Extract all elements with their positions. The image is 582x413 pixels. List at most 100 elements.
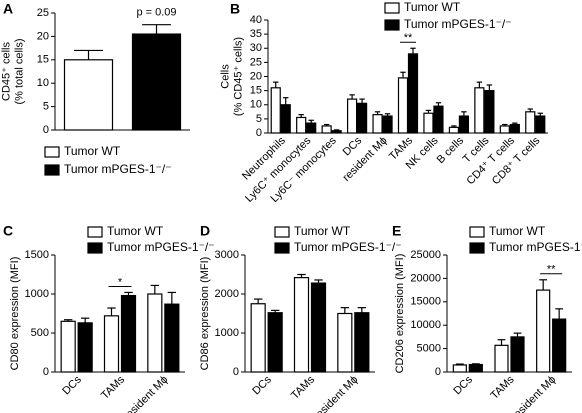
panel-letter: B: [230, 1, 240, 17]
y-axis-label: (% total cells): [13, 38, 25, 104]
bar: [433, 105, 444, 134]
y-tick-label: 40: [250, 14, 262, 26]
bar: [354, 312, 370, 373]
legend-label: Tumor mPGES-1⁻/⁻: [404, 17, 512, 31]
bar: [509, 123, 520, 134]
legend-swatch: [469, 242, 485, 254]
bar: [120, 294, 137, 373]
bar: [310, 282, 327, 373]
y-axis-label: CD45⁺ cells: [0, 42, 12, 101]
bar: [270, 87, 281, 134]
bar: [147, 293, 163, 373]
legend-label: Tumor mPGES-1⁻/⁻: [294, 240, 402, 254]
panel-letter: D: [200, 223, 210, 239]
y-tick-label: 0: [256, 127, 262, 139]
x-tick-label: DCs: [451, 373, 475, 397]
x-tick-label: resident Mϕ: [509, 374, 558, 413]
legend-label: Tumor mPGES-1⁻/⁻: [107, 240, 215, 254]
y-tick-label: 30: [250, 42, 262, 54]
panel-letter: C: [3, 223, 13, 239]
bar: [103, 315, 120, 373]
bar: [372, 114, 383, 134]
y-tick-label: 0: [435, 366, 441, 378]
x-tick-label: resident Mϕ: [311, 374, 360, 413]
bar: [131, 33, 182, 131]
bar: [525, 111, 536, 134]
bar: [267, 312, 283, 373]
bar: [484, 90, 495, 134]
bar: [452, 364, 467, 373]
y-tick-label: 5000: [417, 343, 441, 355]
bar: [60, 320, 76, 373]
bar: [535, 115, 546, 134]
bar: [346, 98, 358, 134]
legend-label: Tumor WT: [489, 224, 546, 238]
y-axis-label: (% CD45⁺ cells): [232, 37, 244, 116]
y-tick-label: 25000: [410, 249, 441, 261]
legend-swatch: [87, 226, 103, 238]
y-tick-label: 0: [233, 366, 239, 378]
bar: [423, 112, 434, 134]
y-axis-label: CD80 expression (MFI): [9, 257, 21, 371]
bar: [63, 59, 114, 131]
y-tick-label: 15: [37, 54, 49, 66]
bar: [250, 303, 266, 373]
legend-label: Tumor WT: [404, 0, 461, 14]
legend-label: Tumor mPGES-1⁻/⁻: [489, 240, 582, 254]
legend-swatch: [44, 164, 60, 176]
y-tick-label: 10: [37, 77, 49, 89]
legend-swatch: [384, 2, 400, 14]
y-tick-label: 500: [31, 327, 49, 339]
x-tick-label: TAMs: [99, 373, 128, 402]
bar: [306, 122, 317, 134]
panel-letter: A: [3, 1, 13, 17]
bar: [296, 116, 307, 134]
bar: [474, 87, 485, 134]
bar: [337, 312, 353, 373]
y-tick-label: 2000: [215, 288, 239, 300]
y-tick-label: 10: [250, 99, 262, 111]
x-tick-label: B cells: [435, 134, 467, 166]
y-tick-label: 20: [250, 70, 262, 82]
bar: [77, 322, 93, 373]
bar: [407, 53, 419, 134]
y-tick-label: 35: [250, 28, 262, 40]
y-tick-label: 20: [37, 30, 49, 42]
y-tick-label: 25: [250, 56, 262, 68]
bar: [280, 104, 291, 134]
bar: [552, 318, 567, 373]
y-tick-label: 5: [43, 101, 49, 113]
bar: [321, 125, 332, 134]
y-tick-label: 5: [256, 113, 262, 125]
legend-swatch: [44, 146, 60, 158]
y-axis-label: CD206 expression (MFI): [394, 254, 406, 374]
y-tick-label: 1000: [215, 327, 239, 339]
legend-swatch: [274, 242, 290, 254]
bar: [458, 115, 470, 134]
y-tick-label: 15000: [410, 296, 441, 308]
legend-swatch: [469, 226, 485, 238]
y-tick-label: 10000: [410, 319, 441, 331]
annotation: **: [547, 264, 556, 276]
legend-swatch: [87, 242, 103, 254]
bar: [293, 277, 310, 373]
bar: [331, 130, 342, 134]
annotation: *: [118, 276, 123, 288]
y-tick-label: 25: [37, 7, 49, 19]
legend-swatch: [384, 19, 400, 31]
y-tick-label: 20000: [410, 272, 441, 284]
x-tick-label: DCs: [250, 373, 274, 397]
y-axis-label: Cells: [219, 64, 231, 89]
x-tick-label: DCs: [60, 373, 84, 397]
y-tick-label: 3000: [215, 249, 239, 261]
x-tick-label: TAMs: [289, 373, 318, 402]
legend-label: Tumor mPGES-1⁻/⁻: [64, 162, 172, 176]
y-tick-label: 0: [43, 124, 49, 136]
bar: [356, 102, 368, 134]
y-axis-label: CD86 expression (MFI): [199, 257, 211, 371]
bar: [164, 303, 180, 373]
x-tick-label: resident Mϕ: [121, 374, 170, 413]
bar: [382, 115, 393, 134]
legend-label: Tumor WT: [294, 224, 351, 238]
legend-swatch: [274, 226, 290, 238]
